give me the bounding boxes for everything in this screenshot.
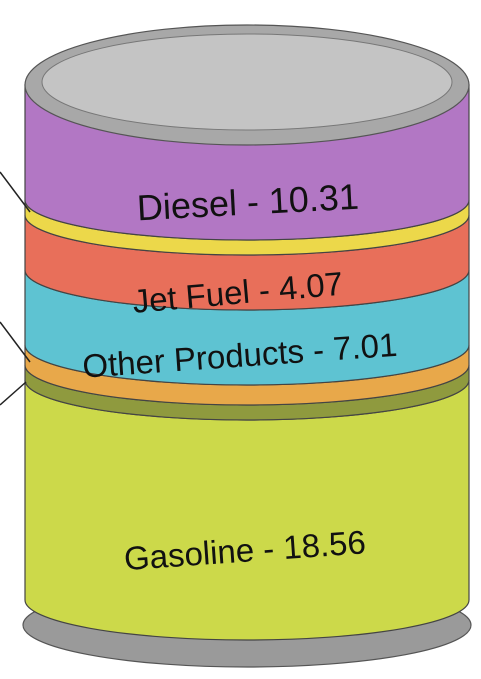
top-lid bbox=[42, 34, 452, 130]
barrel-diagram: Diesel - 10.31 Jet Fuel - 4.07 Other Pro… bbox=[0, 0, 481, 679]
leader-line bbox=[0, 382, 26, 405]
